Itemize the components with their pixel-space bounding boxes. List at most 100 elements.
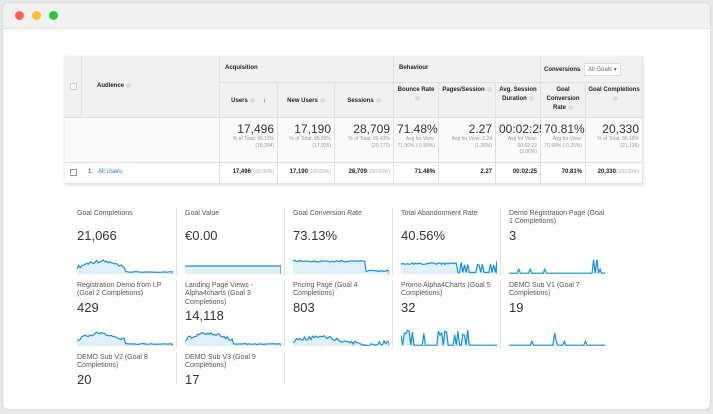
total-subtext: Avg for View: 00:02:22 (2.06%) <box>507 136 537 155</box>
card-value: 14,118 <box>185 308 224 324</box>
column-label: New Users <box>287 98 318 104</box>
dropdown-arrow-icon: ▾ <box>613 67 617 73</box>
card-value: 803 <box>293 300 315 315</box>
info-icon <box>249 97 255 103</box>
sort-arrow-icon[interactable]: ↓ <box>262 98 266 104</box>
sparkline <box>185 331 281 346</box>
card-title: Total Abandonment Rate <box>401 210 478 217</box>
total-cell: 28,709% of Total: 96.43% (29,772) <box>335 118 394 163</box>
totals-label-cell <box>65 118 220 163</box>
total-subtext: % of Total: 96.19% (21,136) <box>597 136 639 149</box>
sparkline <box>401 329 497 346</box>
row-cell: 28,709(100.00%) <box>335 163 394 184</box>
row-value: 70.81% <box>561 169 582 175</box>
conversions-group: Conversions All Goals ▾ <box>541 56 643 83</box>
total-cell: 20,330% of Total: 96.19% (21,136) <box>586 118 643 163</box>
card-value: 40.56% <box>401 228 446 243</box>
total-value: 17,190 <box>294 122 331 136</box>
total-subtext: Avg for View: 2.24 (1.26%) <box>451 136 492 149</box>
goal-card[interactable]: Total Abandonment Rate 40.56% <box>397 208 501 276</box>
column-header[interactable]: Bounce Rate <box>394 83 439 118</box>
total-cell: 2.27 Avg for View: 2.24 (1.26%) <box>439 118 496 163</box>
goal-card[interactable]: DEMO Sub V3 (Goal 9 Completions) 17 <box>181 352 285 384</box>
minimize-button[interactable] <box>32 11 41 20</box>
acquisition-group: Acquisition <box>220 56 394 83</box>
row-value: 2.27 <box>480 169 492 175</box>
behaviour-group: Behaviour <box>394 56 541 83</box>
all-users-link[interactable]: All Users <box>98 169 123 175</box>
card-title: DEMO Sub V1 (Goal 7 Completions) <box>509 282 580 298</box>
card-value: 32 <box>401 300 416 315</box>
info-icon <box>612 95 618 101</box>
card-title: Goal Completions <box>77 210 133 217</box>
total-value: 70.81% <box>544 122 585 136</box>
goal-card[interactable]: Pricing Page (Goal 4 Completions) 803 <box>289 280 393 348</box>
goal-card[interactable]: DEMO Sub V1 (Goal 7 Completions) 19 <box>505 280 609 348</box>
goal-card[interactable]: Demo Registration Page (Goal 1 Completio… <box>505 208 609 276</box>
total-value: 17,496 <box>237 122 274 136</box>
conversions-label: Conversions <box>544 67 581 73</box>
row-percent: (100.00%) <box>307 169 331 175</box>
card-value: 20 <box>77 372 92 384</box>
sparkline-chart <box>77 331 173 346</box>
goal-select[interactable]: All Goals ▾ <box>584 63 621 76</box>
column-label: Bounce Rate <box>397 87 435 93</box>
card-title: Registration Demo from LP (Goal 2 Comple… <box>77 282 162 298</box>
column-header[interactable]: Users ↓ <box>220 83 278 118</box>
row-value: 17,190 <box>289 169 308 175</box>
sparkline <box>293 259 389 274</box>
row-cell: 17,496(100.00%) <box>220 163 278 184</box>
goal-card[interactable]: Goal Completions 21,066 <box>73 208 177 276</box>
row-percent: (100.00%) <box>366 169 390 175</box>
total-cell: 17,190% of Total: 95.89% (17,926) <box>278 118 335 163</box>
sparkline <box>401 261 497 274</box>
row-cell: 70.81% <box>541 163 586 184</box>
column-header[interactable]: Avg. Session Duration <box>496 83 541 118</box>
row-cell: 20,330(100.00%) <box>586 163 643 184</box>
sparkline-chart <box>185 331 281 346</box>
card-value: 73.13% <box>293 228 338 243</box>
sparkline <box>185 265 281 274</box>
title-bar <box>3 3 710 29</box>
select-all-checkbox[interactable] <box>70 83 77 90</box>
card-value: 21,066 <box>77 228 117 243</box>
info-icon <box>486 86 492 92</box>
goal-card[interactable]: Landing Page Views - Alpha4charts (Goal … <box>181 280 285 348</box>
row-cell: 71.48% <box>394 163 439 184</box>
total-subtext: Avg for View: 71.90% (-0.59%) <box>397 136 435 149</box>
row-percent: (100.00%) <box>615 169 639 175</box>
goal-card[interactable]: Promo Alpha4Charts (Goal 5 Completions) 3… <box>397 280 501 348</box>
goal-cards-grid: Goal Completions 21,066 Goal Value €0.00 Goa… <box>73 208 618 384</box>
info-icon <box>319 97 325 103</box>
goal-card[interactable]: Goal Value €0.00 <box>181 208 285 276</box>
row-value: 17,496 <box>232 169 251 175</box>
info-icon <box>414 95 420 101</box>
sparkline <box>293 335 389 346</box>
total-value: 20,330 <box>602 122 639 136</box>
sparkline-chart <box>401 261 497 274</box>
column-header[interactable]: Sessions <box>335 83 394 118</box>
column-header[interactable]: Pages/Session <box>439 83 496 118</box>
column-header[interactable]: Goal Conversion Rate <box>541 83 586 118</box>
info-icon <box>126 83 132 88</box>
column-label: Goal Completions <box>588 87 640 93</box>
goal-card[interactable]: DEMO Sub V2 (Goal 8 Completions) 20 <box>73 352 177 384</box>
goal-card[interactable]: Registration Demo from LP (Goal 2 Comple… <box>73 280 177 348</box>
total-subtext: % of Total: 96.43% (29,772) <box>348 136 390 149</box>
info-icon <box>528 95 534 101</box>
sparkline-chart <box>401 329 497 346</box>
row-index: 1. <box>88 169 94 175</box>
maximize-button[interactable] <box>49 11 58 20</box>
sparkline-chart <box>185 265 281 274</box>
goal-card[interactable]: Goal Conversion Rate 73.13% <box>289 208 393 276</box>
row-checkbox[interactable] <box>70 169 77 176</box>
sparkline <box>509 259 605 274</box>
row-value: 71.48% <box>414 169 435 175</box>
column-header[interactable]: New Users <box>278 83 335 118</box>
close-button[interactable] <box>15 11 24 20</box>
audience-table: Audience Acquisition Behaviour Conversio… <box>65 56 643 184</box>
card-title: DEMO Sub V3 (Goal 9 Completions) <box>185 354 256 370</box>
column-header[interactable]: Goal Completions <box>586 83 643 118</box>
row-cell: 00:02:25 <box>496 163 541 184</box>
sparkline <box>509 333 605 346</box>
